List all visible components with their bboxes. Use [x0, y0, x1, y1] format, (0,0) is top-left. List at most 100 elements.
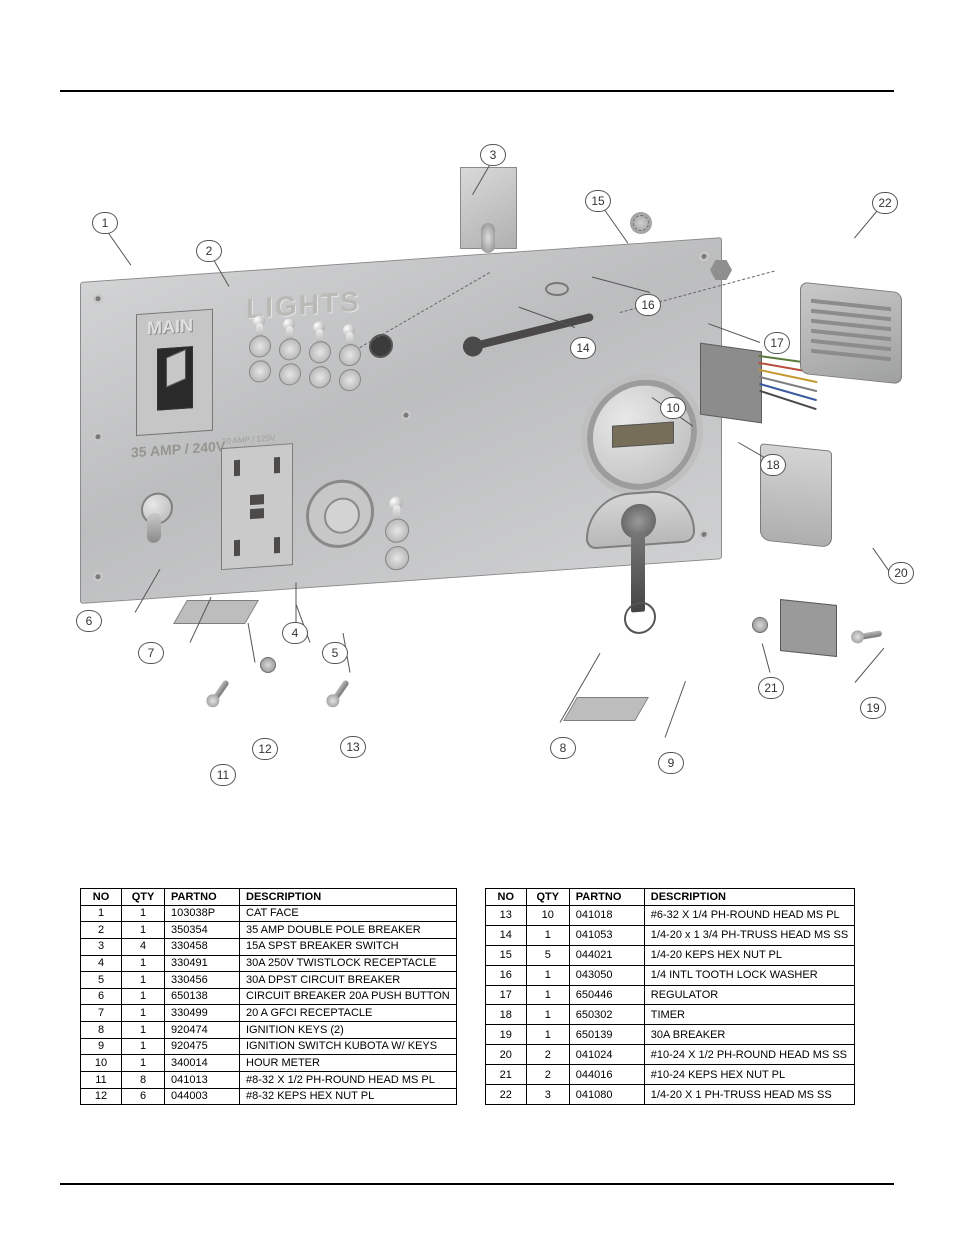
- gfci-label: 20 AMP / 125V: [222, 433, 275, 446]
- cell-no: 8: [81, 1022, 122, 1039]
- regulator: [800, 282, 902, 385]
- cell-no: 13: [485, 905, 526, 925]
- table-row: 202041024#10-24 X 1/2 PH-ROUND HEAD MS S…: [485, 1045, 854, 1065]
- connector-block: [700, 343, 762, 424]
- callout: 1: [92, 212, 118, 234]
- cell-desc: 1/4-20 KEPS HEX NUT PL: [644, 945, 854, 965]
- hour-meter: [581, 369, 703, 500]
- cell-qty: 1: [122, 905, 165, 922]
- cell-desc: 15A SPST BREAKER SWITCH: [240, 938, 457, 955]
- cell-no: 11: [81, 1072, 122, 1089]
- callout: 16: [635, 294, 661, 316]
- cell-desc: #10-24 KEPS HEX NUT PL: [644, 1065, 854, 1085]
- cell-desc: REGULATOR: [644, 985, 854, 1005]
- cell-partno: 043050: [569, 965, 644, 985]
- cell-desc: #6-32 X 1/4 PH-ROUND HEAD MS PL: [644, 905, 854, 925]
- table-row: 11103038PCAT FACE: [81, 905, 457, 922]
- cell-no: 18: [485, 1005, 526, 1025]
- table-row: 126044003#8-32 KEPS HEX NUT PL: [81, 1088, 457, 1105]
- callout: 8: [550, 737, 576, 759]
- cell-qty: 1: [122, 1005, 165, 1022]
- cell-qty: 5: [526, 945, 569, 965]
- cell-desc: 35 AMP DOUBLE POLE BREAKER: [240, 922, 457, 939]
- mount-bracket: [173, 600, 259, 624]
- cell-no: 21: [485, 1065, 526, 1085]
- cell-desc: TIMER: [644, 1005, 854, 1025]
- cell-partno: 044021: [569, 945, 644, 965]
- col-no: NO: [485, 889, 526, 906]
- cell-partno: 650446: [569, 985, 644, 1005]
- cell-desc: 1/4 INTL TOOTH LOCK WASHER: [644, 965, 854, 985]
- cell-qty: 6: [122, 1088, 165, 1105]
- dpst-breaker: [385, 518, 407, 569]
- cell-desc: 30A DPST CIRCUIT BREAKER: [240, 972, 457, 989]
- table-row: 19165013930A BREAKER: [485, 1025, 854, 1045]
- cell-partno: 330456: [165, 972, 240, 989]
- table-row: 3433045815A SPST BREAKER SWITCH: [81, 938, 457, 955]
- table-row: 171650446REGULATOR: [485, 985, 854, 1005]
- cell-no: 10: [81, 1055, 122, 1072]
- cell-no: 9: [81, 1038, 122, 1055]
- cell-qty: 1: [122, 988, 165, 1005]
- cell-no: 6: [81, 988, 122, 1005]
- screw-10-24: [860, 630, 883, 640]
- table-row: 2230410801/4-20 X 1 PH-TRUSS HEAD MS SS: [485, 1085, 854, 1105]
- light-switch: [309, 341, 329, 387]
- light-switch: [279, 338, 299, 384]
- cell-qty: 2: [526, 1045, 569, 1065]
- spst-breaker-switch: [460, 167, 517, 249]
- light-switch: [249, 335, 269, 381]
- cell-qty: 1: [122, 972, 165, 989]
- cell-no: 4: [81, 955, 122, 972]
- cell-no: 1: [81, 905, 122, 922]
- ignition-switch: [586, 488, 691, 600]
- cell-qty: 8: [122, 1072, 165, 1089]
- callout: 21: [758, 677, 784, 699]
- cell-partno: 041018: [569, 905, 644, 925]
- cell-partno: 340014: [165, 1055, 240, 1072]
- col-qty: QTY: [526, 889, 569, 906]
- cell-qty: 1: [526, 985, 569, 1005]
- cell-partno: 330491: [165, 955, 240, 972]
- table-row: 91920475IGNITION SWITCH KUBOTA W/ KEYS: [81, 1038, 457, 1055]
- cell-desc: #8-32 X 1/2 PH-ROUND HEAD MS PL: [240, 1072, 457, 1089]
- cell-partno: 650138: [165, 988, 240, 1005]
- cell-desc: #8-32 KEPS HEX NUT PL: [240, 1088, 457, 1105]
- col-partno: PARTNO: [165, 889, 240, 906]
- cell-partno: 650139: [569, 1025, 644, 1045]
- callout: 22: [872, 192, 898, 214]
- cell-qty: 1: [122, 922, 165, 939]
- table-row: 1550440211/4-20 KEPS HEX NUT PL: [485, 945, 854, 965]
- table-row: 1610430501/4 INTL TOOTH LOCK WASHER: [485, 965, 854, 985]
- table-row: 1310041018#6-32 X 1/4 PH-ROUND HEAD MS P…: [485, 905, 854, 925]
- cell-qty: 1: [526, 925, 569, 945]
- top-rule: [60, 90, 894, 92]
- callout: 19: [860, 697, 886, 719]
- gfci-receptacle: 20 AMP / 125V: [221, 443, 293, 570]
- cell-partno: 044003: [165, 1088, 240, 1105]
- amp-volt-label: 35 AMP / 240V: [131, 438, 225, 461]
- cell-desc: 1/4-20 x 1 3/4 PH-TRUSS HEAD MS SS: [644, 925, 854, 945]
- cell-desc: 20 A GFCI RECEPTACLE: [240, 1005, 457, 1022]
- screw-8-32: [212, 679, 230, 700]
- table-row: 118041013#8-32 X 1/2 PH-ROUND HEAD MS PL: [81, 1072, 457, 1089]
- cell-desc: HOUR METER: [240, 1055, 457, 1072]
- callout: 7: [138, 642, 164, 664]
- callout: 6: [76, 610, 102, 632]
- screw-6-32: [332, 679, 350, 700]
- main-label: MAIN: [147, 315, 193, 339]
- table-row: 1410410531/4-20 x 1 3/4 PH-TRUSS HEAD MS…: [485, 925, 854, 945]
- cell-no: 22: [485, 1085, 526, 1105]
- callout: 18: [760, 454, 786, 476]
- callout: 10: [660, 397, 686, 419]
- cell-partno: 044016: [569, 1065, 644, 1085]
- cell-partno: 103038P: [165, 905, 240, 922]
- cell-no: 7: [81, 1005, 122, 1022]
- table-row: 101340014HOUR METER: [81, 1055, 457, 1072]
- keps-nut-8-32: [260, 657, 276, 673]
- callout: 20: [888, 562, 914, 584]
- breaker-30a: [780, 599, 837, 657]
- cell-desc: CIRCUIT BREAKER 20A PUSH BUTTON: [240, 988, 457, 1005]
- cell-no: 14: [485, 925, 526, 945]
- panel-body: MAIN 35 AMP / 240V LIGHTS 20 AMP / 125V: [80, 237, 722, 604]
